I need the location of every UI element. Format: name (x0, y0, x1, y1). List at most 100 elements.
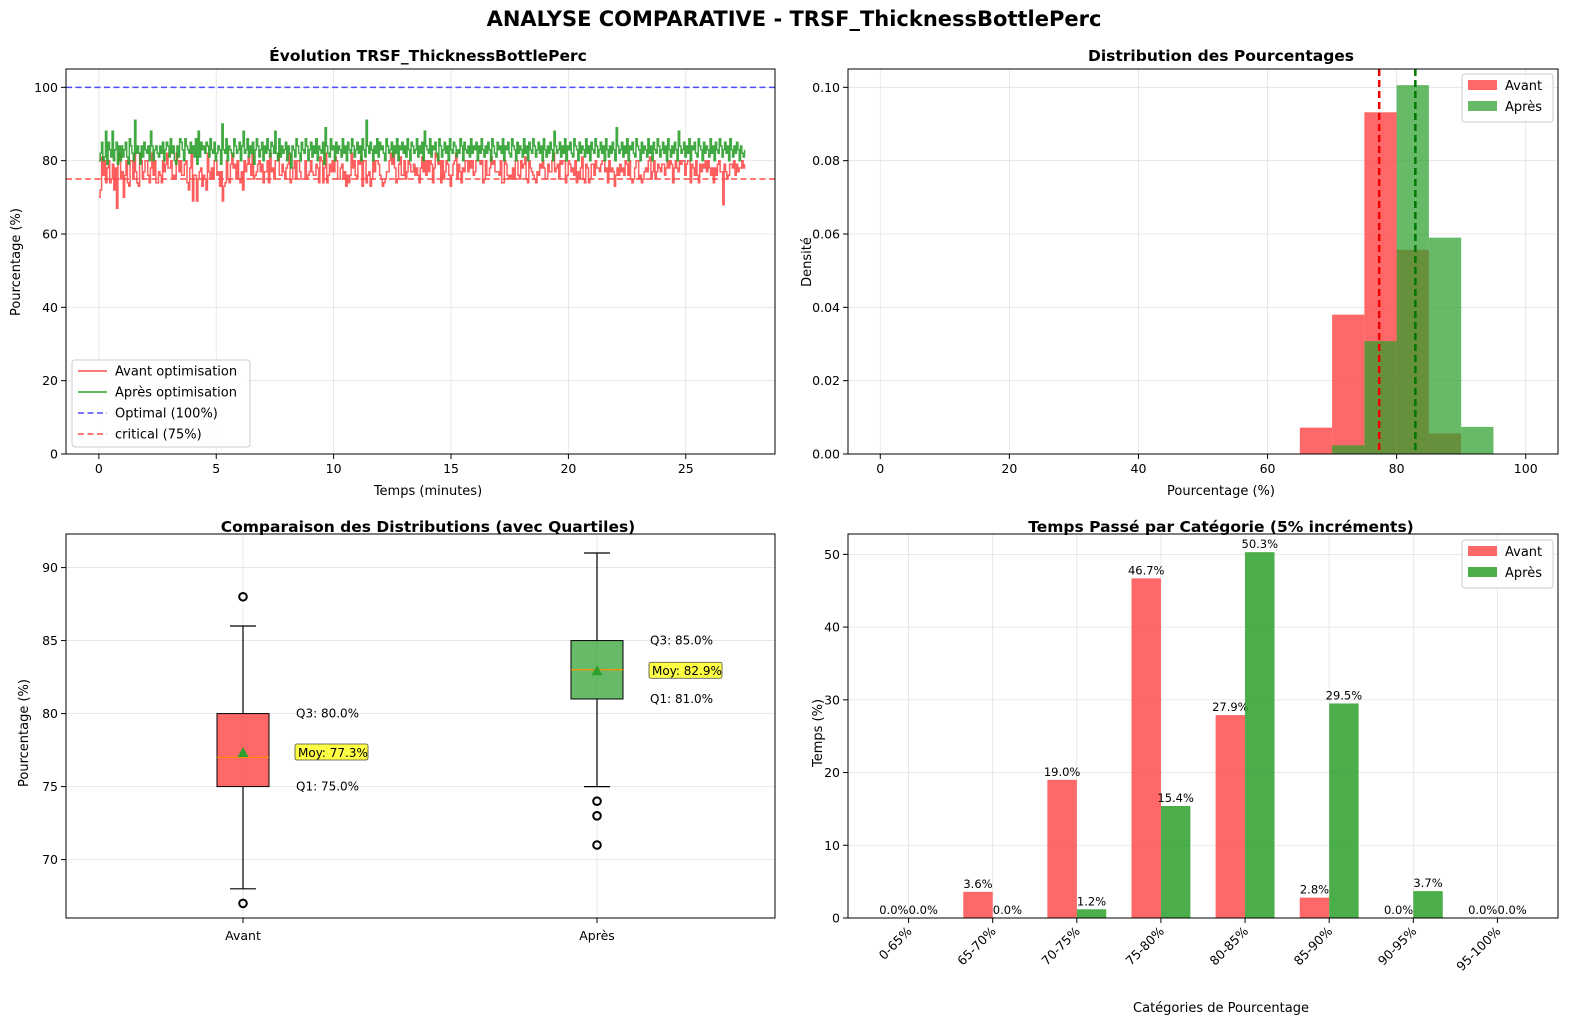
bar-avant (1299, 897, 1330, 918)
panel-distribution-title: Distribution des Pourcentages (1088, 47, 1354, 65)
bar-avant (1215, 715, 1246, 918)
panel-evolution-xlabel: Temps (minutes) (373, 484, 482, 499)
legend-label: Après (1505, 566, 1542, 581)
legend-label: Après optimisation (115, 386, 237, 401)
bar-avant-value-label: 0.0% (1468, 903, 1497, 917)
panel-categories-y-tick-label: 10 (824, 838, 840, 853)
panel-categories-x-tick-label: 0-65% (876, 923, 915, 962)
bar-apres (1413, 891, 1443, 918)
legend-swatch (1468, 567, 1497, 577)
panel-evolution-y-tick-label: 0 (50, 447, 58, 462)
panel-evolution-frame (65, 68, 776, 455)
bar-apres (1329, 703, 1359, 918)
box-avant-q3-label: Q3: 80.0% (296, 707, 359, 721)
panel-categories-legend: Avant Après (1461, 539, 1554, 589)
box-apres-mean-label: Moy: 82.9% (652, 664, 722, 678)
panel-distribution-y-tick-label: 0.00 (812, 447, 840, 462)
bar-apres-value-label: 50.3% (1242, 537, 1279, 551)
panel-boxplot-x-tick-label: Après (579, 928, 615, 943)
panel-distribution-y-tick-label: 0.02 (812, 373, 840, 388)
bar-avant-value-label: 46.7% (1128, 563, 1165, 577)
panel-evolution-x-tick-label: 20 (560, 461, 576, 476)
bar-avant-value-label: 19.0% (1044, 765, 1081, 779)
box-apres-mean-marker (591, 665, 603, 676)
box-apres-q1-label: Q1: 81.0% (650, 692, 713, 706)
legend-swatch (1468, 101, 1497, 111)
panel-categories-x-tick-label: 85-90% (1291, 923, 1336, 968)
panel-distribution-x-tick-label: 0 (876, 461, 884, 476)
bar-apres (1245, 552, 1275, 918)
box-apres-outlier (592, 796, 602, 806)
panel-boxplot-frame (65, 533, 776, 919)
panel-distribution-frame (847, 68, 1559, 455)
legend-label: Avant optimisation (115, 365, 237, 380)
bar-apres (1160, 806, 1191, 918)
bar-avant-value-label: 27.9% (1212, 700, 1249, 714)
legend-swatch (1468, 80, 1497, 90)
series-avant-line (98, 152, 746, 210)
bar-apres-value-label: 3.7% (1413, 876, 1442, 890)
panel-evolution-x-tick-label: 10 (326, 461, 342, 476)
panel-distribution-x-tick-label: 40 (1131, 461, 1147, 476)
panel-boxplot-y-tick-label: 85 (42, 633, 58, 648)
panel-boxplot-y-tick-label: 70 (42, 852, 58, 867)
panel-categories-y-tick-label: 20 (824, 765, 840, 780)
box-apres-outlier (592, 840, 602, 850)
box-avant-outlier (238, 898, 248, 909)
panel-distribution-y-tick-label: 0.04 (812, 300, 840, 315)
panel-boxplot-ylabel: Pourcentage (%) (17, 679, 32, 787)
histogram-bar-apres (1428, 237, 1462, 454)
legend-label: Après (1505, 100, 1542, 115)
box-apres-mean-label-box (648, 661, 723, 679)
panel-distribution-x-tick-label: 80 (1389, 461, 1405, 476)
legend-label: Avant (1505, 545, 1542, 560)
box-avant-q1-label: Q1: 75.0% (296, 780, 359, 794)
bar-avant (1047, 779, 1077, 918)
panel-categories-x-tick-label: 65-70% (954, 923, 999, 968)
panel-boxplot-title: Comparaison des Distributions (avec Quar… (221, 518, 636, 536)
panel-categories-x-tick-label: 70-75% (1038, 923, 1083, 968)
panel-evolution-x-tick-label: 25 (678, 461, 694, 476)
legend-swatch (1468, 546, 1497, 556)
panel-distribution-x-tick-label: 60 (1260, 461, 1276, 476)
panel-distribution-xlabel: Pourcentage (%) (1167, 484, 1275, 499)
box-avant-mean-marker (237, 747, 249, 758)
panel-boxplot-y-tick-label: 80 (42, 706, 58, 721)
legend-label: critical (75%) (115, 428, 202, 443)
panel-distribution-ylabel: Densité (800, 237, 815, 287)
bar-avant-value-label: 2.8% (1300, 883, 1329, 897)
legend-label: Avant (1505, 79, 1542, 94)
panel-evolution: Évolution TRSF_ThicknessBottlePerc Temps… (9, 46, 776, 499)
panel-evolution-legend: Avant optimisation Après optimisation Opti… (71, 359, 251, 448)
panel-distribution-y-tick-label: 0.10 (812, 80, 840, 95)
panel-categories-title: Temps Passé par Catégorie (5% incréments… (1028, 518, 1414, 536)
panel-evolution-y-tick-label: 100 (34, 80, 58, 95)
panel-evolution-y-tick-label: 20 (42, 373, 58, 388)
panel-distribution: Distribution des Pourcentages Pourcentag… (800, 47, 1559, 499)
series-apres-line (98, 119, 746, 169)
figure-title: ANALYSE COMPARATIVE - TRSF_ThicknessBott… (487, 7, 1102, 31)
panel-boxplot: Comparaison des Distributions (avec Quar… (17, 518, 776, 943)
panel-categories-xlabel: Catégories de Pourcentage (1133, 1001, 1309, 1016)
panel-boxplot-y-tick-label: 75 (42, 779, 58, 794)
bar-apres-value-label: 0.0% (909, 903, 938, 917)
panel-evolution-ylabel: Pourcentage (%) (9, 208, 24, 316)
box-avant-outlier (238, 591, 248, 602)
bar-avant-value-label: 0.0% (879, 903, 908, 917)
panel-categories-x-tick-label: 75-80% (1122, 923, 1167, 968)
panel-categories-y-tick-label: 30 (824, 692, 840, 707)
panel-categories-y-tick-label: 0 (832, 911, 840, 926)
bar-avant-value-label: 3.6% (963, 877, 992, 891)
legend-label: Optimal (100%) (115, 407, 218, 422)
histogram-bar-apres (1332, 445, 1365, 454)
legend-box (71, 359, 251, 448)
panel-categories-y-tick-label: 40 (824, 620, 840, 635)
panel-evolution-y-tick-label: 40 (42, 300, 58, 315)
histogram-bar-apres (1396, 85, 1429, 454)
panel-evolution-x-tick-label: 5 (212, 461, 220, 476)
panel-categories-y-tick-label: 50 (824, 547, 840, 562)
panel-evolution-title: Évolution TRSF_ThicknessBottlePerc (269, 46, 587, 65)
bar-apres-value-label: 29.5% (1326, 688, 1363, 702)
box-avant-mean-label-box (294, 743, 369, 761)
